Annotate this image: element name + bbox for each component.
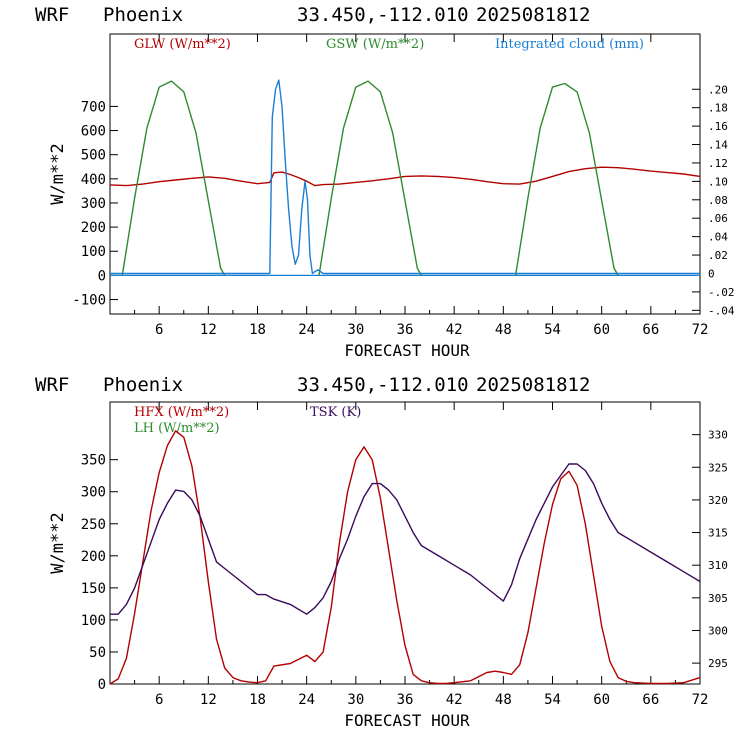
y2-tick-label: 325 xyxy=(708,461,728,474)
series-line-gsw xyxy=(514,82,619,276)
legend-entry: Integrated cloud (mm) xyxy=(495,37,644,52)
y-tick-label: 250 xyxy=(81,517,106,533)
y2-tick-label: 300 xyxy=(708,624,728,637)
legend-entry: LH (W/m**2) xyxy=(134,421,220,436)
y-tick-label: 400 xyxy=(81,172,106,188)
y2-tick-label: .18 xyxy=(708,102,728,115)
header-run: 2025081812 xyxy=(476,4,590,26)
y2-tick-label: .14 xyxy=(708,139,728,152)
series-line-gsw xyxy=(318,80,423,276)
y-tick-label: 0 xyxy=(98,268,106,284)
y2-tick-label: 295 xyxy=(708,657,728,670)
x-tick-label: 66 xyxy=(642,322,659,338)
x-tick-label: 54 xyxy=(544,322,561,338)
y-tick-label: 300 xyxy=(81,485,106,501)
x-tick-label: 48 xyxy=(495,322,512,338)
y-tick-label: 300 xyxy=(81,196,106,212)
legend-entry: GSW (W/m**2) xyxy=(326,37,424,52)
x-axis-label: FORECAST HOUR xyxy=(344,341,470,360)
x-tick-label: 60 xyxy=(593,322,610,338)
x-tick-label: 6 xyxy=(155,692,163,708)
y2-tick-label: -.02 xyxy=(708,286,735,299)
header-coords: 33.450,-112.010 xyxy=(297,374,469,396)
y-tick-label: 0 xyxy=(98,677,106,693)
x-tick-label: 72 xyxy=(692,322,709,338)
chart-panel-1: WRF Phoenix 33.450,-112.010 2025081812 6 12 18… xyxy=(35,4,735,360)
x-tick-label: 54 xyxy=(544,692,561,708)
x-tick-label: 48 xyxy=(495,692,512,708)
legend-entry: GLW (W/m**2) xyxy=(134,37,231,52)
series-line-glw xyxy=(109,166,701,187)
y2-tick-label: .16 xyxy=(708,120,728,133)
x-tick-label: 24 xyxy=(298,322,315,338)
y2-tick-label: 0 xyxy=(708,267,715,280)
x-tick-label: 6 xyxy=(155,322,163,338)
y2-tick-label: .10 xyxy=(708,175,728,188)
y2-tick-label: 315 xyxy=(708,527,728,540)
x-tick-label: 60 xyxy=(593,692,610,708)
x-axis-label: FORECAST HOUR xyxy=(344,711,470,730)
y-tick-label: 100 xyxy=(81,613,106,629)
y-tick-label: 700 xyxy=(81,99,106,115)
series-line-hfx xyxy=(109,430,701,685)
x-tick-label: 66 xyxy=(642,692,659,708)
x-tick-label: 72 xyxy=(692,692,709,708)
header-coords: 33.450,-112.010 xyxy=(297,4,469,26)
x-tick-label: 36 xyxy=(397,322,414,338)
y2-tick-label: .04 xyxy=(708,231,728,244)
y2-tick-label: 310 xyxy=(708,559,728,572)
x-tick-label: 12 xyxy=(200,692,217,708)
chart-panel-2: WRF Phoenix 33.450,-112.010 2025081812 6 12 18… xyxy=(35,374,728,730)
y2-tick-label: 330 xyxy=(708,429,728,442)
y2-tick-label: .02 xyxy=(708,249,728,262)
header-run: 2025081812 xyxy=(476,374,590,396)
legend-entry: TSK (K) xyxy=(310,405,361,420)
y-tick-label: 50 xyxy=(89,645,106,661)
y-tick-label: 200 xyxy=(81,549,106,565)
y2-tick-label: .20 xyxy=(708,83,728,96)
y2-tick-label: .08 xyxy=(708,194,728,207)
x-tick-label: 42 xyxy=(446,322,463,338)
series-line-cloud xyxy=(110,79,700,275)
y-tick-label: 200 xyxy=(81,220,106,236)
series-line-gsw xyxy=(121,80,226,276)
y-tick-label: 350 xyxy=(81,453,106,469)
y2-tick-label: .06 xyxy=(708,212,728,225)
x-tick-label: 12 xyxy=(200,322,217,338)
x-tick-label: 24 xyxy=(298,692,315,708)
x-tick-label: 42 xyxy=(446,692,463,708)
plot-frame xyxy=(109,33,701,315)
y2-tick-label: .12 xyxy=(708,157,728,170)
y-axis-label: W/m**2 xyxy=(48,143,68,204)
x-tick-label: 30 xyxy=(347,692,364,708)
header-location: Phoenix xyxy=(103,4,183,26)
header-location: Phoenix xyxy=(103,374,183,396)
legend-entry: HFX (W/m**2) xyxy=(134,405,229,420)
y2-tick-label: 305 xyxy=(708,592,728,605)
header-model: WRF xyxy=(35,374,69,396)
y2-tick-label: -.04 xyxy=(708,304,735,317)
y-tick-label: 150 xyxy=(81,581,106,597)
y2-tick-label: 320 xyxy=(708,494,728,507)
y-tick-label: 600 xyxy=(81,124,106,140)
x-tick-label: 18 xyxy=(249,692,266,708)
x-tick-label: 36 xyxy=(397,692,414,708)
header-model: WRF xyxy=(35,4,69,26)
y-axis-label: W/m**2 xyxy=(48,512,68,573)
x-tick-label: 30 xyxy=(347,322,364,338)
y-tick-label: 100 xyxy=(81,244,106,260)
series-line-tsk xyxy=(110,463,701,615)
x-tick-label: 18 xyxy=(249,322,266,338)
y-tick-label: -100 xyxy=(72,293,106,309)
y-tick-label: 500 xyxy=(81,148,106,164)
